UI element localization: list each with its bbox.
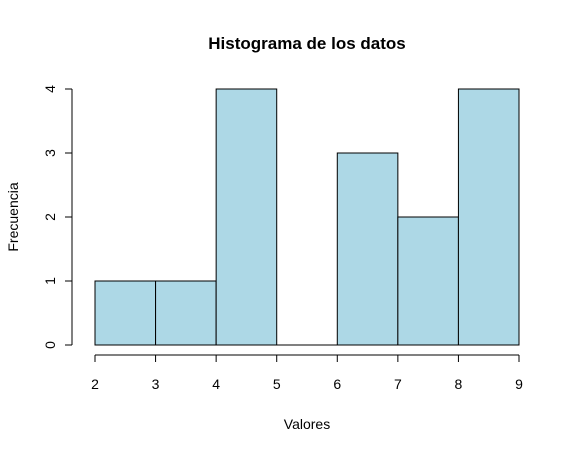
x-axis-title: Valores bbox=[284, 416, 330, 432]
histogram-bar-5 bbox=[397, 216, 459, 346]
y-tick-label: 2 bbox=[42, 213, 58, 221]
y-axis-title: Frecuencia bbox=[5, 182, 21, 251]
y-tick-label: 4 bbox=[42, 85, 58, 93]
x-tick-label: 5 bbox=[273, 376, 281, 392]
bars-group bbox=[94, 88, 520, 346]
x-tick-label: 9 bbox=[515, 376, 523, 392]
y-tick-label: 3 bbox=[42, 149, 58, 157]
histogram-bar-1 bbox=[155, 280, 217, 346]
y-tick-label: 1 bbox=[42, 277, 58, 285]
x-tick-label: 7 bbox=[394, 376, 402, 392]
histogram-bar-4 bbox=[336, 152, 399, 346]
y-axis: 0 1 2 3 4 bbox=[42, 85, 73, 349]
histogram-bar-0 bbox=[94, 280, 157, 346]
x-tick-label: 8 bbox=[455, 376, 463, 392]
y-tick-label: 0 bbox=[42, 341, 58, 349]
x-tick-label: 6 bbox=[333, 376, 341, 392]
x-axis: 2 3 4 5 6 7 8 9 bbox=[91, 354, 523, 392]
histogram-bar-6 bbox=[457, 88, 520, 346]
x-tick-label: 2 bbox=[91, 376, 99, 392]
histogram-bar-2 bbox=[215, 88, 278, 346]
x-tick-label: 4 bbox=[212, 376, 220, 392]
x-tick-label: 3 bbox=[152, 376, 160, 392]
chart-title: Histograma de los datos bbox=[208, 34, 405, 53]
